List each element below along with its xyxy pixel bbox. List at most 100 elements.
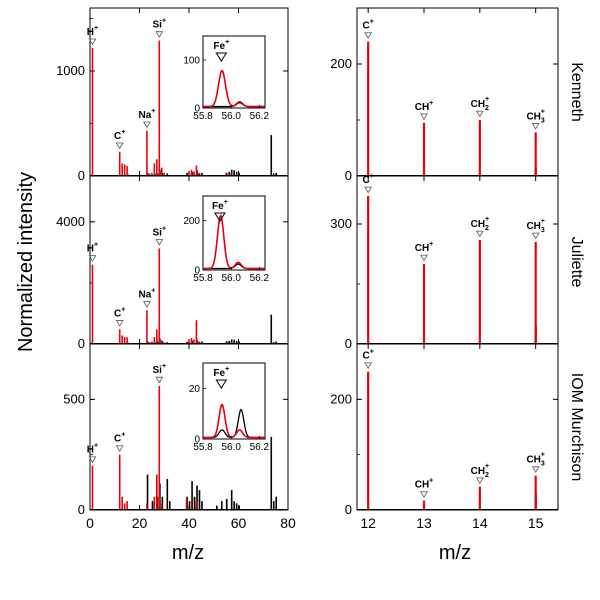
sample-peak-bar [478, 486, 481, 510]
sample-peak-bar [534, 242, 537, 344]
peak-marker-triangle [115, 142, 124, 150]
reference-peak-bar [201, 172, 203, 176]
peak-label-1: CH+ [415, 478, 434, 491]
peak-label-0: H+ [87, 443, 98, 456]
sample-peak-bar [478, 120, 481, 176]
peak-marker-triangle [115, 320, 124, 327]
reference-peak-bar [275, 341, 278, 344]
peak-label-2: CH2+ [471, 96, 489, 112]
peak-marker-triangle [475, 230, 484, 238]
reference-peak-bar [230, 169, 233, 176]
inset-fe-marker-triangle [215, 379, 228, 389]
peak-label-0: C+ [363, 19, 374, 32]
inset-y-tick-label: 0 [194, 104, 200, 115]
y-axis-label: Normalized intensity [15, 172, 37, 352]
inset-y-tick-label: 20 [189, 384, 201, 395]
sample-peak-bar [367, 41, 370, 176]
sample-peak-bar [193, 171, 195, 176]
peak-label-3: CH3+ [526, 108, 544, 124]
y-tick-label: 500 [63, 391, 85, 406]
sample-peak-bar [126, 166, 128, 176]
peak-marker-triangle [155, 31, 164, 38]
sample-peak-bar [190, 169, 193, 176]
peak-label-2: CH2+ [471, 463, 489, 479]
panel-right-2: 0 300 C+ CH+ CH2+ CH3+ [330, 173, 559, 351]
sample-peak-bar [121, 335, 123, 344]
reference-peak-bar [233, 339, 235, 344]
sample-peak-bar [422, 264, 426, 344]
sample-peak-bar [123, 164, 126, 176]
sample-peak-bar [156, 474, 158, 510]
sample-peak-bar [367, 371, 370, 510]
reference-peak-bar [220, 501, 223, 510]
sample-peak-bar [158, 40, 161, 176]
reference-peak-bar [238, 341, 240, 344]
sample-peak-bar [118, 151, 121, 176]
sample-peak-bar [121, 496, 123, 510]
sample-peak-bar [146, 310, 148, 344]
inset-x-tick-label: 55.8 [193, 111, 213, 122]
reference-peak-bar [186, 341, 188, 344]
x-tick-label: 40 [181, 515, 197, 531]
sample-peak-bar [126, 337, 128, 344]
peak-label-0: C+ [363, 349, 374, 362]
sample-peak-bar [146, 130, 148, 176]
peak-label-3: CH3+ [526, 218, 544, 234]
reference-peak-bar [201, 341, 203, 344]
peak-marker-triangle [420, 113, 428, 121]
peak-marker-triangle [364, 32, 373, 39]
inset-fe-label: Fe+ [212, 199, 228, 212]
inset-frame [202, 35, 266, 109]
panel-right-1: 0 200 C+ CH+ CH2+ CH3+ [330, 7, 559, 183]
reference-peak-bar [275, 496, 278, 510]
x-tick-label: 12 [360, 515, 376, 531]
peak-marker-triangle [420, 254, 428, 262]
sample-peak-bar [91, 264, 94, 344]
reference-peak-bar [238, 172, 240, 176]
peak-label-2: Na+ [138, 287, 155, 300]
inset-left-1: 55.8 56.0 56.2 0 100 Fe+ [183, 35, 270, 122]
peak-label-3: Si+ [153, 225, 167, 238]
inset-fe-label: Fe+ [213, 39, 229, 52]
sample-peak-bar [195, 165, 198, 176]
reference-peak-bar [196, 485, 198, 510]
reference-peak-bar [228, 340, 230, 344]
sample-peak-bar [422, 500, 426, 510]
sample-peak-bar [123, 503, 126, 510]
inset-y-tick-label: 0 [194, 435, 200, 446]
sample-peak-bar [153, 496, 156, 510]
sample-peak-bar [225, 172, 227, 176]
x-axis-label-left: m/z [172, 542, 204, 564]
reference-peak-bar [238, 505, 240, 510]
sample-peak-bar [153, 336, 156, 344]
reference-peak-bar [233, 501, 235, 510]
reference-peak-bar [275, 172, 278, 176]
peak-label-1: CH+ [415, 100, 434, 113]
reference-peak-bar [193, 496, 196, 510]
sample-peak-bar [188, 339, 190, 344]
inset-y-tick-label: 100 [183, 56, 200, 67]
peak-label-3: Si+ [153, 18, 167, 31]
peak-label-1: C+ [114, 129, 125, 142]
plot-frame [356, 343, 559, 511]
peak-label-2: Si+ [153, 363, 167, 376]
inset-sample-trace [203, 403, 265, 439]
y-tick-label: 4000 [56, 214, 85, 229]
inset-frame [202, 195, 266, 271]
x-tick-label: 0 [86, 515, 94, 531]
reference-peak-bar [235, 340, 238, 344]
sample-peak-bar [91, 47, 94, 177]
peak-label-1: C+ [114, 306, 125, 319]
reference-peak-bar [270, 135, 273, 176]
peak-marker-triangle [531, 123, 540, 130]
reference-peak-bar [216, 505, 218, 510]
x-tick-label: 80 [280, 515, 296, 531]
reference-peak-bar [188, 501, 191, 510]
sample-peak-bar [158, 386, 161, 510]
peak-label-0: H+ [87, 242, 98, 255]
peak-marker-triangle [155, 376, 164, 384]
sample-label-juliette: Juliette [568, 237, 585, 288]
reference-peak-bar [151, 501, 154, 510]
inset-sample-trace [203, 214, 265, 270]
